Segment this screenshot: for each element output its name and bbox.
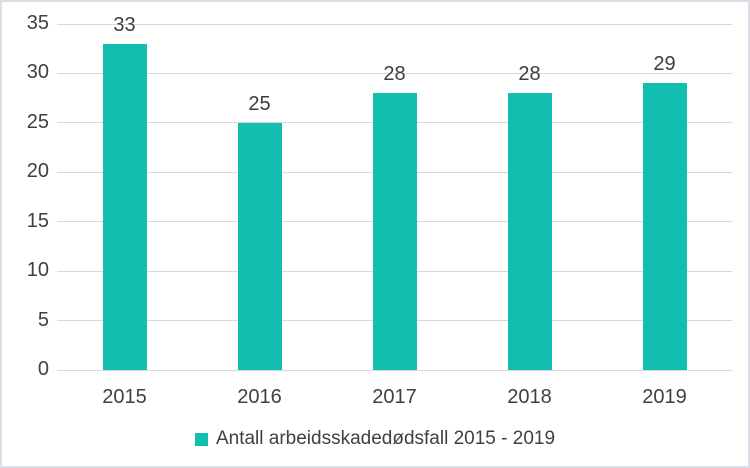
bar-rect — [507, 93, 552, 370]
legend: Antall arbeidsskadedødsfall 2015 - 2019 — [2, 428, 748, 450]
gridline — [57, 369, 732, 371]
y-axis-tick-label: 15 — [26, 209, 49, 232]
bar-value-label: 28 — [383, 63, 406, 86]
x-axis-tick-label: 2015 — [102, 386, 147, 408]
x-axis-tick-label: 2017 — [372, 386, 417, 408]
bar-2018 — [507, 93, 552, 370]
y-axis-tick-label: 30 — [26, 61, 49, 84]
y-axis-tick-label: 20 — [26, 160, 49, 183]
y-axis-tick-label: 25 — [26, 110, 49, 133]
gridline — [57, 23, 732, 25]
y-axis-tick-label: 0 — [37, 358, 49, 380]
bar-value-label: 29 — [653, 53, 676, 76]
gridline — [57, 72, 732, 74]
bar-2015 — [102, 43, 147, 370]
bar-2017 — [372, 93, 417, 370]
bar-value-label: 33 — [113, 13, 136, 36]
x-axis-tick-label: 2019 — [642, 386, 687, 408]
bar-rect — [102, 43, 147, 370]
x-axis-tick-label: 2018 — [507, 386, 552, 408]
bar-rect — [237, 122, 282, 370]
bar-2016 — [237, 122, 282, 370]
y-axis-tick-label: 5 — [37, 308, 49, 331]
bar-2019 — [642, 83, 687, 370]
bar-value-label: 28 — [518, 63, 541, 86]
bar-rect — [372, 93, 417, 370]
y-axis-tick-label: 35 — [26, 12, 49, 34]
bar-value-label: 25 — [248, 92, 271, 115]
x-axis-tick-label: 2016 — [237, 386, 282, 408]
bar-rect — [642, 83, 687, 370]
plot-area: 0 5 10 15 20 25 30 35 33 2015 25 2016 28 2017 28 2018 29… — [27, 13, 732, 408]
legend-marker-icon — [194, 432, 208, 446]
legend-label: Antall arbeidsskadedødsfall 2015 - 2019 — [215, 428, 556, 449]
y-axis-tick-label: 10 — [26, 259, 49, 282]
